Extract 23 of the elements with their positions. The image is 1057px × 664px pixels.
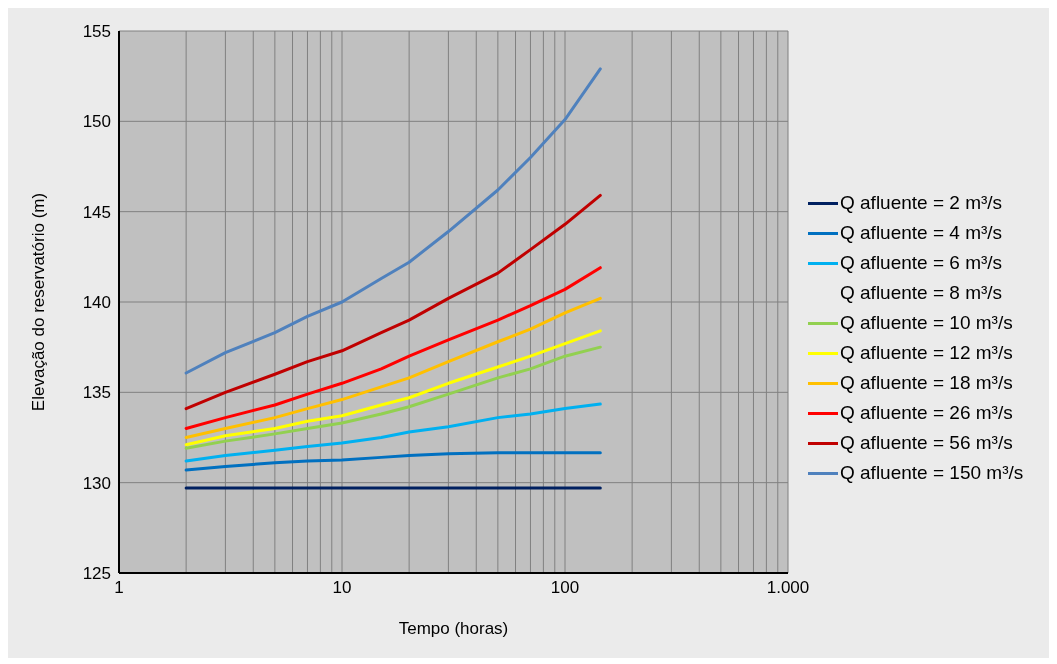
- x-tick-label: 1: [114, 578, 124, 598]
- legend-label: Q afluente = 6 m³/s: [840, 252, 1003, 273]
- x-axis-title: Tempo (horas): [398, 619, 509, 638]
- legend-label: Q afluente = 4 m³/s: [840, 222, 1003, 243]
- legend-label: Q afluente = 56 m³/s: [840, 432, 1013, 453]
- legend-label: Q afluente = 2 m³/s: [840, 192, 1003, 213]
- x-tick-label: 10: [332, 578, 352, 598]
- y-tick-label: 150: [82, 112, 111, 132]
- y-axis-title: Elevação do reservatório (m): [29, 192, 49, 412]
- legend-label: Q afluente = 12 m³/s: [840, 342, 1013, 363]
- legend-label: Q afluente = 18 m³/s: [840, 372, 1013, 393]
- text: Q afluente = 8 m³/s: [840, 282, 1003, 303]
- legend-label: Q afluente = 26 m³/s: [840, 402, 1013, 423]
- y-tick-label: 140: [82, 293, 111, 313]
- y-tick-label: 125: [82, 564, 111, 584]
- y-tick-label: 145: [82, 202, 111, 222]
- y-tick-label: 135: [82, 383, 111, 403]
- y-tick-label: 155: [82, 22, 111, 42]
- legend-label: Q afluente = 150 m³/s: [840, 462, 1024, 483]
- x-tick-label: 1.000: [766, 578, 810, 598]
- legend-label: Q afluente = 10 m³/s: [840, 312, 1013, 333]
- y-tick-label: 130: [82, 473, 111, 493]
- x-tick-label: 100: [550, 578, 580, 598]
